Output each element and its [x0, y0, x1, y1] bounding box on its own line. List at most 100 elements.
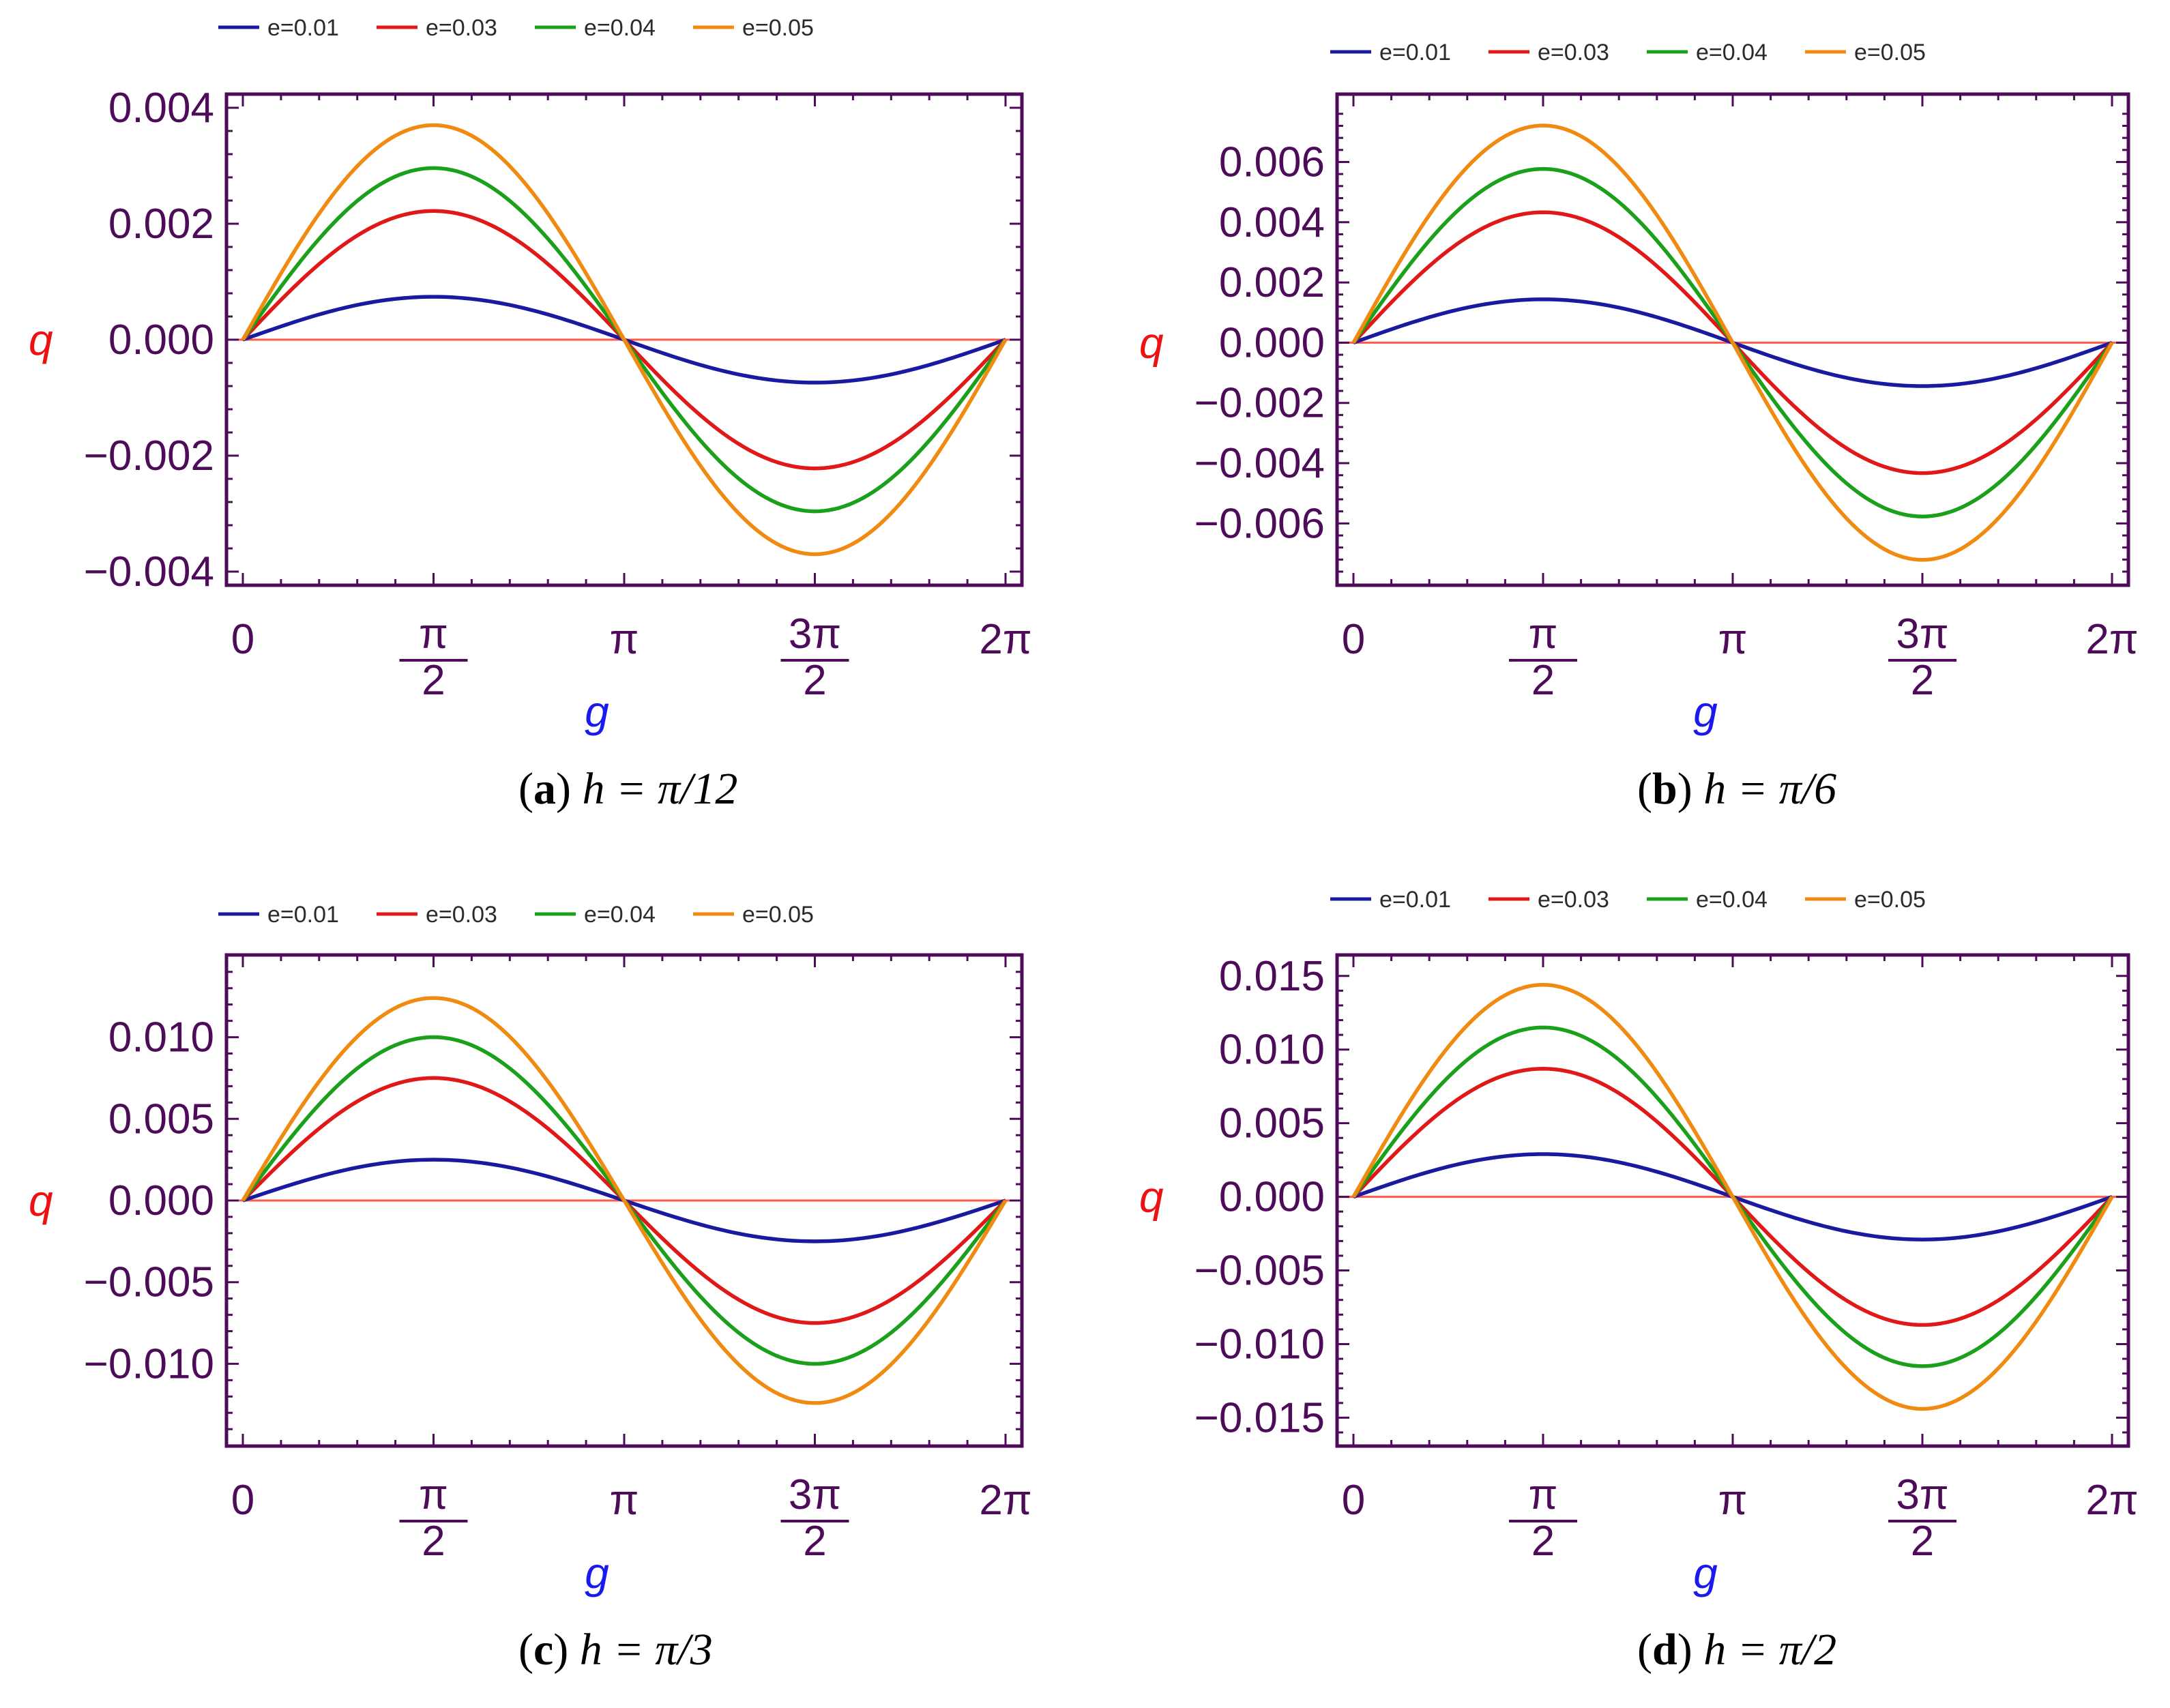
panel-caption: (d) h = π/2	[1637, 1625, 1836, 1675]
legend-label: e=0.05	[1854, 887, 1926, 913]
legend-label: e=0.04	[584, 902, 656, 928]
x-tick-label: π2	[1509, 1471, 1577, 1565]
y-tick-label: 0.004	[108, 85, 214, 132]
x-tick-denominator: 2	[1911, 1518, 1934, 1565]
x-axis-label: g	[1693, 1548, 1718, 1597]
y-tick-label: 0.002	[108, 201, 214, 248]
legend-label: e=0.04	[1696, 40, 1768, 65]
y-tick-label: −0.004	[84, 548, 214, 595]
x-axis-label: g	[1693, 687, 1718, 736]
x-tick-label: π	[1718, 616, 1748, 663]
caption-paren: (	[1637, 1625, 1652, 1675]
caption-paren: )	[556, 764, 582, 814]
y-tick-label: 0.015	[1219, 953, 1325, 1000]
legend-label: e=0.05	[742, 902, 814, 928]
caption-letter: a	[533, 764, 556, 814]
y-tick-label: −0.010	[84, 1340, 214, 1387]
caption-letter: b	[1652, 764, 1677, 814]
y-tick-label: −0.006	[1194, 500, 1325, 547]
y-axis-label: q	[1139, 318, 1164, 367]
y-tick-label: 0.005	[1219, 1100, 1325, 1147]
series-line	[1351, 123, 2114, 562]
x-tick-label: 2π	[2085, 1477, 2138, 1524]
x-tick-label: 3π2	[1888, 1471, 1956, 1565]
caption-text: h = π/3	[580, 1625, 713, 1675]
x-tick-denominator: 2	[1531, 657, 1555, 704]
x-tick-label: 0	[231, 1477, 254, 1524]
x-tick-denominator: 2	[803, 657, 826, 704]
y-tick-label: 0.010	[1219, 1027, 1325, 1074]
x-tick-label: π2	[399, 610, 468, 704]
y-tick-label: 0.000	[108, 1177, 214, 1224]
caption-paren: (	[1637, 764, 1652, 814]
y-axis-label: q	[1139, 1173, 1164, 1222]
y-tick-label: −0.005	[1194, 1248, 1325, 1295]
y-tick-label: 0.000	[1219, 319, 1325, 366]
y-tick-label: −0.005	[84, 1259, 214, 1306]
x-tick-label: 2π	[979, 1477, 1031, 1524]
legend-label: e=0.01	[267, 15, 339, 41]
x-tick-label: π	[610, 1477, 639, 1524]
x-tick-label: 3π2	[1888, 610, 1956, 704]
caption-paren: (	[518, 1625, 533, 1675]
x-tick-label: π	[1718, 1477, 1748, 1524]
caption-paren: )	[1677, 764, 1703, 814]
legend: e=0.01 e=0.03 e=0.04 e=0.05	[218, 902, 814, 928]
x-tick-label: 2π	[2085, 616, 2138, 663]
x-tick-numerator: 3π	[1896, 1471, 1948, 1518]
x-tick-label: 0	[1342, 1477, 1365, 1524]
y-tick-label: −0.002	[1194, 380, 1325, 427]
x-tick-denominator: 2	[422, 1518, 445, 1565]
panel-c: e=0.01 e=0.03 e=0.04 e=0.05 −0.010 −0.005 0.00…	[29, 902, 1032, 1675]
caption-letter: c	[533, 1625, 553, 1675]
caption-paren: (	[518, 764, 533, 814]
panel-d: e=0.01 e=0.03 e=0.04 e=0.05 −0.015 −0.010 −0.0…	[1139, 887, 2139, 1675]
legend-label: e=0.03	[426, 15, 497, 41]
x-tick-label: 3π2	[780, 1471, 849, 1565]
panel-caption: (a) h = π/12	[518, 764, 737, 814]
x-tick-numerator: π	[419, 1471, 448, 1518]
legend-label: e=0.04	[584, 15, 656, 41]
x-tick-denominator: 2	[1531, 1518, 1555, 1565]
y-tick-label: 0.000	[108, 316, 214, 364]
x-tick-denominator: 2	[1911, 657, 1934, 704]
y-tick-label: −0.002	[84, 432, 214, 480]
x-tick-label: 3π2	[780, 610, 849, 704]
series-line	[1351, 983, 2114, 1411]
y-tick-label: −0.004	[1194, 440, 1325, 487]
legend-label: e=0.01	[1379, 40, 1451, 65]
legend: e=0.01 e=0.03 e=0.04 e=0.05	[1330, 887, 1926, 913]
y-tick-label: 0.010	[108, 1014, 214, 1061]
x-tick-numerator: π	[419, 610, 448, 658]
legend-label: e=0.03	[426, 902, 497, 928]
panel-caption: (c) h = π/3	[518, 1625, 713, 1675]
series-line	[241, 123, 1008, 557]
legend-label: e=0.03	[1538, 887, 1609, 913]
x-tick-label: 2π	[979, 616, 1031, 663]
panel-b: e=0.01 e=0.03 e=0.04 e=0.05 −0.006 −0.004 −0.0…	[1139, 40, 2139, 814]
legend-label: e=0.05	[1854, 40, 1926, 65]
legend-label: e=0.03	[1538, 40, 1609, 65]
panel-caption: (b) h = π/6	[1637, 764, 1836, 814]
x-tick-denominator: 2	[422, 657, 445, 704]
y-tick-label: 0.005	[108, 1095, 214, 1143]
x-tick-numerator: 3π	[789, 1471, 841, 1518]
panel-a: e=0.01 e=0.03 e=0.04 e=0.05 −0.004 −0.002 0.00…	[29, 15, 1032, 814]
y-tick-label: 0.006	[1219, 138, 1325, 186]
y-tick-label: 0.000	[1219, 1174, 1325, 1221]
caption-text: h = π/2	[1703, 1625, 1836, 1675]
caption-letter: d	[1652, 1625, 1677, 1675]
x-tick-label: 0	[1342, 616, 1365, 663]
caption-text: h = π/12	[582, 764, 737, 814]
x-tick-numerator: 3π	[789, 610, 841, 658]
x-tick-label: π2	[1509, 610, 1577, 704]
y-tick-label: −0.010	[1194, 1321, 1325, 1368]
caption-paren: )	[1677, 1625, 1703, 1675]
x-tick-numerator: π	[1529, 1471, 1558, 1518]
x-tick-numerator: π	[1529, 610, 1558, 658]
legend-label: e=0.05	[742, 15, 814, 41]
y-axis-label: q	[29, 315, 53, 364]
legend-label: e=0.04	[1696, 887, 1768, 913]
series-line	[241, 996, 1008, 1405]
y-tick-label: 0.004	[1219, 199, 1325, 246]
